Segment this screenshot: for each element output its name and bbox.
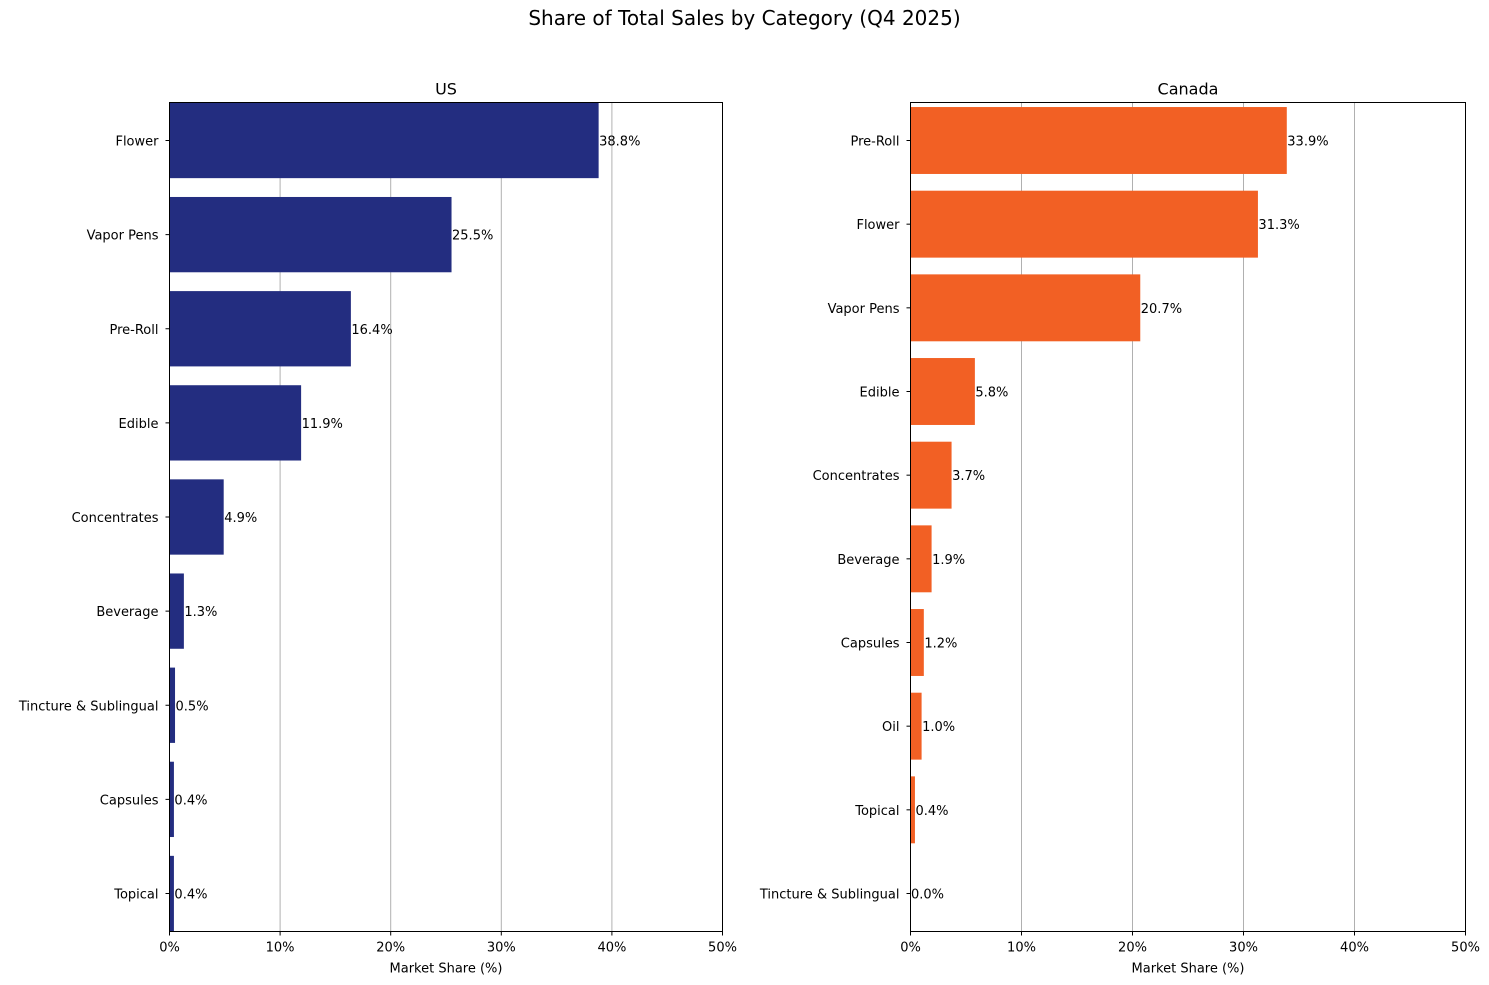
us-bar: [169, 102, 599, 179]
canada-bar-value-label: 5.8%: [975, 386, 1008, 401]
us-category-label: Pre-Roll: [110, 323, 159, 338]
canada-xtick-label: 0%: [900, 941, 921, 956]
us-bar-value-label: 16.4%: [351, 323, 392, 338]
canada-xtick-label: 50%: [1451, 941, 1480, 956]
canada-category-label: Flower: [856, 218, 900, 233]
canada-category-label: Vapor Pens: [828, 302, 900, 317]
canada-category-label: Oil: [882, 720, 899, 735]
figure-title: Share of Total Sales by Category (Q4 202…: [528, 6, 961, 30]
canada-bar-value-label: 1.9%: [932, 553, 965, 568]
us-bar: [169, 667, 176, 743]
us-bar: [169, 573, 184, 649]
canada-xtick-label: 40%: [1340, 941, 1369, 956]
us-axes-frame: [169, 102, 723, 932]
canada-bar-value-label: 3.7%: [952, 469, 985, 484]
us-bar-value-label: 38.8%: [599, 135, 640, 150]
canada-xtick-label: 30%: [1229, 941, 1258, 956]
us-category-label: Capsules: [100, 793, 159, 808]
canada-category-label: Concentrates: [813, 469, 900, 484]
canada-bar-value-label: 20.7%: [1141, 302, 1182, 317]
us-bar: [169, 291, 351, 367]
us-xtick-label: 20%: [376, 941, 405, 956]
us-bar: [169, 761, 174, 838]
canada-bar: [910, 776, 915, 844]
canada-bar: [910, 441, 952, 509]
us-chart-panel: 38.8% Flower 25.5% Vapor Pens 16.4% Pre-Roll 1…: [18, 80, 737, 977]
us-xtick-label: 30%: [487, 941, 516, 956]
canada-category-label: Pre-Roll: [851, 135, 900, 150]
us-xtick-label: 40%: [597, 941, 626, 956]
us-bar-value-label: 0.5%: [176, 699, 209, 714]
canada-xaxis-label: Market Share (%): [1132, 962, 1245, 977]
canada-axes-frame: [910, 102, 1466, 932]
canada-chart-title: Canada: [1158, 80, 1219, 99]
us-bar-value-label: 0.4%: [174, 793, 207, 808]
us-bar: [169, 855, 174, 932]
us-category-label: Vapor Pens: [87, 229, 159, 244]
us-xtick-label: 50%: [708, 941, 737, 956]
us-xtick-label: 0%: [159, 941, 180, 956]
us-bar-value-label: 25.5%: [452, 229, 493, 244]
canada-bar-value-label: 31.3%: [1258, 218, 1299, 233]
canada-bar-value-label: 33.9%: [1287, 135, 1328, 150]
canada-bar-value-label: 1.0%: [922, 720, 955, 735]
canada-category-label: Edible: [860, 386, 900, 401]
us-category-label: Edible: [119, 417, 159, 432]
canada-chart-panel: 33.9% Pre-Roll 31.3% Flower 20.7% Vapor Pens 5…: [759, 80, 1480, 977]
us-bar-value-label: 1.3%: [184, 605, 217, 620]
canada-bar-value-label: 0.0%: [911, 888, 944, 903]
us-bar: [169, 479, 224, 555]
canada-category-label: Capsules: [841, 637, 900, 652]
us-bar-value-label: 4.9%: [224, 511, 257, 526]
canada-xtick-label: 10%: [1007, 941, 1036, 956]
canada-bar-value-label: 1.2%: [924, 637, 957, 652]
us-xaxis-label: Market Share (%): [390, 962, 503, 977]
canada-xtick-label: 20%: [1118, 941, 1147, 956]
canada-bar-value-label: 0.4%: [915, 804, 948, 819]
canada-bar: [910, 609, 924, 676]
us-bar: [169, 196, 452, 273]
us-bar: [169, 385, 302, 461]
us-category-label: Tincture & Sublingual: [18, 699, 159, 714]
canada-bar: [910, 525, 932, 593]
us-category-label: Beverage: [96, 605, 158, 620]
us-category-label: Flower: [115, 135, 159, 150]
canada-bar: [910, 274, 1141, 342]
us-bar-value-label: 0.4%: [174, 888, 207, 903]
canada-category-label: Topical: [854, 804, 899, 819]
canada-bar: [910, 358, 975, 425]
canada-bar: [910, 190, 1258, 258]
us-xtick-label: 10%: [266, 941, 295, 956]
us-bar-value-label: 11.9%: [302, 417, 343, 432]
canada-category-label: Beverage: [837, 553, 899, 568]
canada-bar: [910, 107, 1287, 174]
canada-bar: [910, 692, 922, 760]
canada-category-label: Tincture & Sublingual: [759, 888, 900, 903]
us-chart-title: US: [435, 80, 457, 99]
us-category-label: Concentrates: [72, 511, 159, 526]
us-category-label: Topical: [113, 888, 158, 903]
